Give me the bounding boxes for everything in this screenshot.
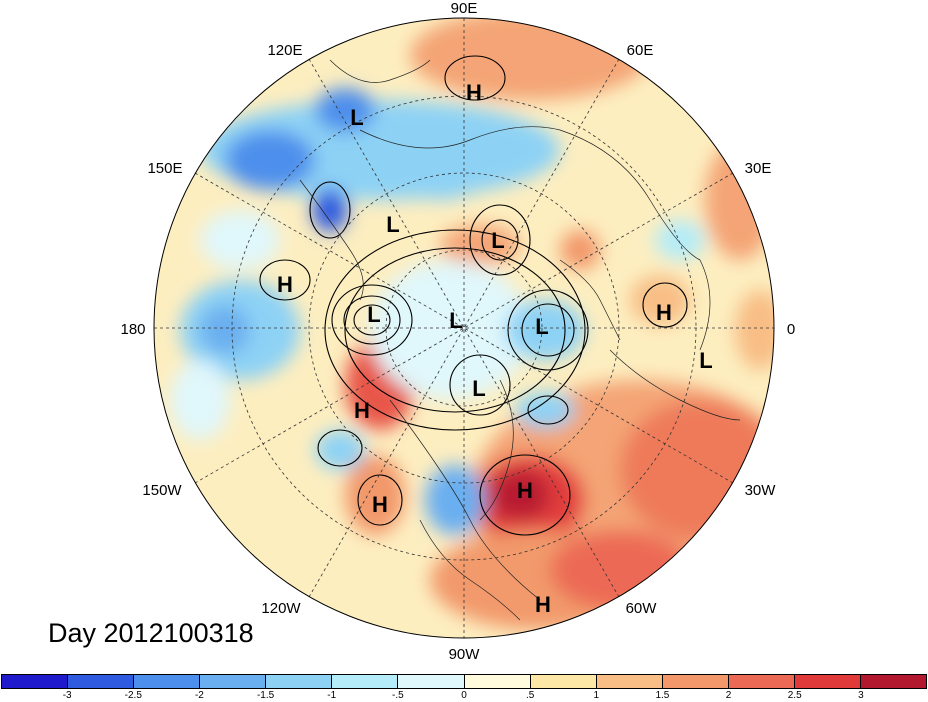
pressure-center-l: L — [699, 348, 712, 373]
colorbar-tick-label: -.5 — [392, 690, 404, 701]
colorbar-segment — [464, 675, 531, 688]
lon-label-150w: 150W — [142, 482, 182, 499]
colorbar-segment — [794, 675, 862, 688]
colorbar-segment — [596, 675, 663, 688]
colorbar-segment — [530, 675, 597, 688]
colorbar-segment — [2, 675, 69, 688]
pressure-center-l: L — [491, 228, 504, 253]
pressure-center-h: H — [354, 398, 370, 423]
colorbar-segment — [68, 675, 135, 688]
colorbar — [1, 674, 927, 689]
pressure-center-h: H — [372, 492, 388, 517]
colorbar-tick-label: -2.5 — [124, 690, 142, 701]
lon-label-30w: 30W — [745, 482, 777, 499]
pressure-center-l: L — [449, 308, 462, 333]
anomaly-field — [154, 18, 774, 638]
lon-label-60w: 60W — [626, 600, 658, 617]
colorbar-segment — [332, 675, 399, 688]
colorbar-tick-label: -1.5 — [256, 690, 275, 701]
graticule — [154, 18, 774, 638]
colorbar-tick-label: 2 — [725, 690, 732, 701]
pressure-center-h: H — [535, 592, 551, 617]
pressure-center-h: H — [277, 272, 293, 297]
lon-label-0: 0 — [787, 321, 795, 338]
lon-label-90e: 90E — [451, 0, 478, 17]
colorbar-segment — [266, 675, 333, 688]
colorbar-segment — [134, 675, 201, 688]
colorbar-segment — [861, 675, 927, 688]
colorbar-segment — [728, 675, 795, 688]
colorbar-segment — [200, 675, 267, 688]
lon-label-180: 180 — [120, 321, 145, 338]
colorbar-tick-label: -3 — [62, 690, 72, 701]
lon-label-120w: 120W — [261, 600, 301, 617]
pressure-center-l: L — [350, 105, 363, 130]
colorbar-tick-label: 0 — [461, 690, 467, 701]
pressure-center-l: L — [367, 302, 380, 327]
lon-label-90w: 90W — [449, 646, 481, 663]
lon-label-150e: 150E — [147, 160, 182, 177]
pressure-center-l: L — [472, 376, 485, 401]
colorbar-tick-label: .5 — [525, 690, 535, 701]
colorbar-tick-label: 1.5 — [655, 690, 670, 701]
colorbar-segment — [398, 675, 465, 688]
date-label: Day 2012100318 — [48, 618, 254, 648]
colorbar-tick-label: 3 — [858, 690, 864, 701]
lon-label-120e: 120E — [267, 42, 302, 59]
pressure-center-l: L — [535, 314, 548, 339]
colorbar-tick-label: 2.5 — [787, 690, 802, 701]
pressure-center-h: H — [656, 300, 672, 325]
pressure-center-h: H — [466, 80, 482, 105]
colorbar-tick-label: -1 — [327, 690, 337, 701]
lon-label-60e: 60E — [627, 42, 654, 59]
pressure-center-l: L — [386, 212, 399, 237]
colorbar-labels: -3 -2.5 -2 -1.5 -1 -.5 0 .5 1 1.5 2 2.5 3 — [1, 690, 927, 702]
lon-label-30e: 30E — [745, 160, 772, 177]
colorbar-segment — [662, 675, 729, 688]
colorbar-tick-label: 1 — [593, 690, 600, 701]
pressure-center-h: H — [517, 478, 533, 503]
colorbar-tick-label: -2 — [194, 690, 204, 701]
